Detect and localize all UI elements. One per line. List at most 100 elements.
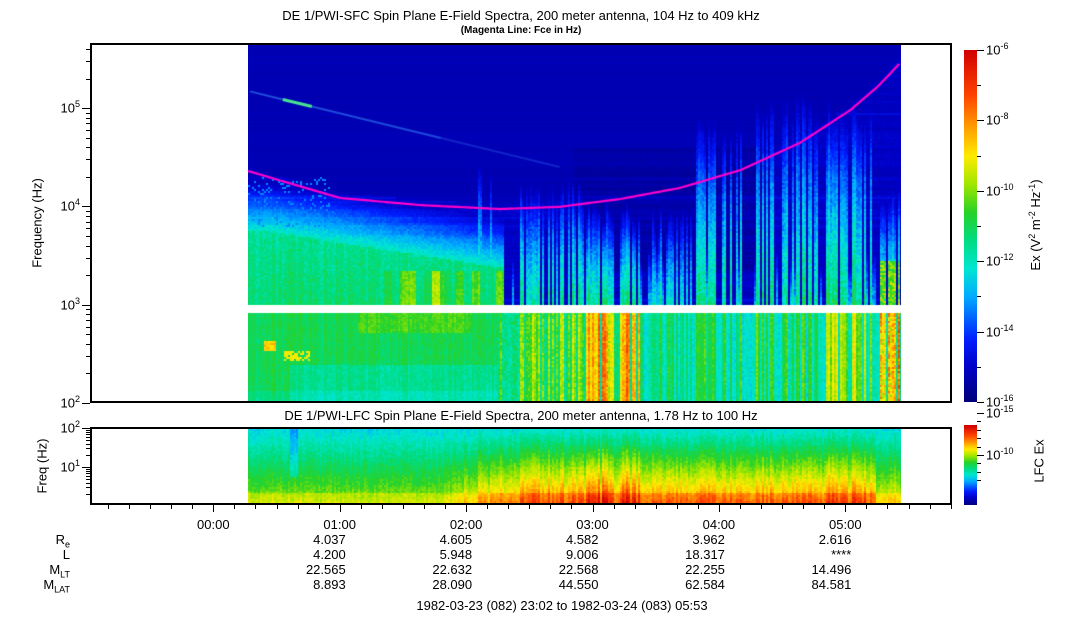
sfc-y-minor-tick	[86, 147, 90, 149]
ephemeris-value: 4.605	[439, 532, 473, 547]
ephemeris-row-label: MLT	[49, 562, 70, 580]
ephemeris-value: 8.893	[313, 577, 346, 592]
lfc-y-minor-tick	[86, 487, 90, 489]
lfc-y-minor-tick	[86, 431, 90, 433]
sfc-y-minor-tick	[86, 373, 90, 375]
ephemeris-value: 4.200	[313, 547, 346, 562]
ephemeris-value: 14.496	[811, 562, 852, 577]
footer-caption: 1982-03-23 (082) 23:02 to 1982-03-24 (08…	[416, 598, 708, 613]
sfc-y-tick	[82, 206, 90, 208]
ephemeris-value: 2.616	[818, 532, 852, 547]
sfc-ylabel: Frequency (Hz)	[29, 178, 45, 268]
sfc-y-minor-tick	[86, 112, 90, 114]
sfc-y-minor-tick	[86, 319, 90, 321]
x-axis-tick	[129, 505, 131, 509]
sfc-y-minor-tick	[86, 215, 90, 217]
sfc-y-minor-tick	[86, 176, 90, 178]
sfc-colorbar-tick	[977, 190, 984, 192]
x-axis-tick	[845, 505, 847, 512]
sfc-y-minor-tick	[86, 117, 90, 119]
sfc-y-minor-tick	[86, 48, 90, 50]
sfc-colorbar-tick	[977, 85, 981, 87]
lfc-y-minor-tick	[86, 443, 90, 445]
sfc-title: DE 1/PWI-SFC Spin Plane E-Field Spectra,…	[282, 8, 760, 23]
sfc-y-tick-label: 105	[60, 99, 80, 116]
x-axis-tick	[402, 505, 404, 509]
x-axis-tick	[929, 505, 931, 509]
x-axis-tick	[297, 505, 299, 509]
x-axis-tick	[171, 505, 173, 509]
ephemeris-value: 4.582	[565, 532, 599, 547]
sfc-y-minor-tick	[86, 257, 90, 259]
ephemeris-value: 28.090	[432, 577, 473, 592]
sfc-colorbar	[964, 50, 977, 402]
lfc-colorbar-tick	[977, 446, 981, 448]
x-axis-tick	[950, 505, 952, 509]
ephemeris-row-label: L	[62, 547, 70, 562]
x-axis-tick	[824, 505, 826, 509]
x-axis-tick	[192, 505, 194, 509]
x-axis-tick	[107, 505, 109, 509]
sfc-y-minor-tick	[86, 334, 90, 336]
x-axis-tick	[571, 505, 573, 509]
lfc-colorbar-tick	[977, 421, 981, 423]
sfc-y-minor-tick	[86, 309, 90, 311]
sfc-colorbar-tick-label: 10-12	[986, 252, 1014, 269]
lfc-y-minor-tick	[86, 439, 90, 441]
ephemeris-value: 22.632	[432, 562, 473, 577]
x-axis-tick	[276, 505, 278, 509]
sfc-y-minor-tick	[86, 159, 90, 161]
x-axis-tick	[381, 505, 383, 509]
lfc-colorbar-tick-label: 10-10	[986, 446, 1014, 463]
sfc-y-minor-tick	[86, 228, 90, 230]
lfc-y-minor-tick	[86, 436, 90, 438]
x-axis-tick	[318, 505, 320, 509]
lfc-y-minor-tick	[86, 455, 90, 457]
ephemeris-value: 84.581	[811, 577, 852, 592]
sfc-colorbar-tick	[977, 331, 984, 333]
lfc-y-minor-tick	[86, 494, 90, 496]
x-axis-tick	[761, 505, 763, 509]
sfc-y-tick-label: 102	[60, 394, 80, 411]
ephemeris-value: 62.584	[685, 577, 725, 592]
ephemeris-value: 22.568	[558, 562, 599, 577]
x-axis-tick	[529, 505, 531, 509]
sfc-colorbar-tick	[977, 155, 981, 157]
sfc-y-tick-label: 104	[60, 197, 80, 214]
ephemeris-value: 22.255	[685, 562, 725, 577]
lfc-y-tick	[82, 428, 90, 429]
sfc-y-minor-tick	[86, 343, 90, 345]
lfc-y-minor-tick	[86, 448, 90, 450]
ephemeris-value: 4.037	[313, 532, 346, 547]
sfc-colorbar-tick	[977, 261, 984, 263]
lfc-colorbar-tick	[977, 455, 984, 456]
sfc-y-minor-tick	[86, 129, 90, 131]
lfc-title: DE 1/PWI-LFC Spin Plane E-Field Spectra,…	[284, 408, 758, 423]
ephemeris-value: 9.006	[565, 547, 599, 562]
x-axis-tick	[487, 505, 489, 509]
x-axis-tick	[739, 505, 741, 509]
x-axis-tick	[803, 505, 805, 509]
x-axis-tick	[213, 505, 215, 512]
sfc-colorbar-label: Ex (V2 m-2 Hz-1)	[1026, 179, 1044, 271]
time-axis-label: 01:00	[323, 517, 356, 532]
x-axis-tick	[634, 505, 636, 509]
sfc-colorbar-tick	[977, 50, 984, 51]
sfc-y-minor-tick	[86, 326, 90, 328]
x-axis-tick	[339, 505, 341, 512]
lfc-colorbar-tick	[977, 438, 981, 440]
sfc-y-minor-tick	[86, 235, 90, 237]
x-axis-tick	[908, 505, 910, 509]
sfc-colorbar-tick	[977, 402, 984, 403]
lfc-y-minor-tick	[86, 482, 90, 484]
sfc-subtitle: (Magenta Line: Fce in Hz)	[460, 25, 582, 36]
ephemeris-value: 5.948	[439, 547, 473, 562]
x-axis-tick	[718, 505, 720, 512]
sfc-colorbar-tick-label: 10-16	[986, 393, 1014, 410]
sfc-colorbar-tick-label: 10-10	[986, 181, 1014, 199]
x-axis-tick	[697, 505, 699, 509]
sfc-y-minor-tick	[86, 210, 90, 212]
lfc-colorbar-tick	[977, 480, 981, 482]
x-axis-tick	[445, 505, 447, 509]
